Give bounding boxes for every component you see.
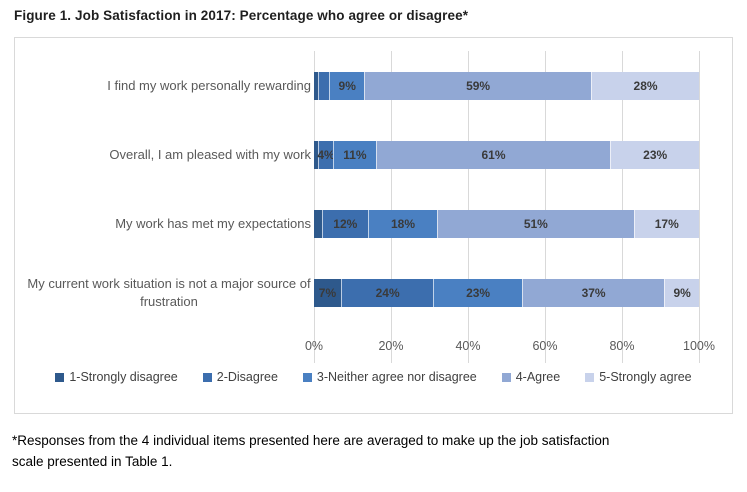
x-axis-tick-label: 60%	[532, 339, 558, 353]
bar-value-label: 61%	[481, 147, 506, 162]
bar-segment-4-agree: 59%	[364, 71, 592, 100]
chart-legend: 1-Strongly disagree 2-Disagree 3-Neither a…	[15, 367, 732, 387]
legend-item: 3-Neither agree nor disagree	[302, 370, 477, 384]
chart-area: 9% 59% 28% 4% 11% 61% 23% 12% 18% 51% 17% 7% 24% 23% 3…	[14, 37, 733, 414]
gridline	[314, 51, 315, 363]
plot-rows: 9% 59% 28% 4% 11% 61% 23% 12% 18% 51% 17% 7% 24% 23% 3…	[314, 51, 699, 327]
x-axis-tick-label: 0%	[304, 339, 324, 353]
legend-item: 2-Disagree	[202, 370, 278, 384]
chart-row: 7% 24% 23% 37% 9%	[314, 258, 699, 327]
bar-value-label: 17%	[654, 216, 679, 231]
legend-color-swatch	[55, 372, 65, 382]
category-label: I find my work personally rewarding	[107, 77, 311, 93]
bar-value-label: 24%	[375, 285, 400, 300]
value-axis: 0% 20% 40% 60% 80% 100%	[305, 339, 715, 355]
bar-segment-5-strongly-agree: 9%	[664, 278, 699, 307]
gridline	[545, 51, 546, 363]
bar-segment-1-strongly-disagree	[314, 140, 318, 169]
legend-label: 5-Strongly agree	[599, 370, 692, 384]
bar-segment-5-strongly-agree: 23%	[610, 140, 699, 169]
x-axis-tick-label: 40%	[455, 339, 481, 353]
category-label: My current work situation is not a major…	[27, 275, 311, 309]
bar-segment-1-strongly-disagree	[314, 209, 322, 238]
bar-segment-2-disagree: 4%	[317, 140, 335, 169]
bar-value-label: 37%	[581, 285, 606, 300]
category-axis: I find my work personally rewarding Overa…	[21, 51, 311, 327]
bar-track: 9% 59% 28%	[314, 71, 699, 100]
gridline	[622, 51, 623, 363]
category-label: Overall, I am pleased with my work	[109, 146, 311, 162]
x-axis-tick-label: 100%	[683, 339, 715, 353]
legend-color-swatch	[302, 372, 312, 382]
bar-track: 7% 24% 23% 37% 9%	[314, 278, 699, 307]
figure-title: Figure 1. Job Satisfaction in 2017: Perc…	[14, 8, 469, 23]
bar-segment-3-neither-agree-nor-disagree: 23%	[433, 278, 522, 307]
bar-segment-1-strongly-disagree: 7%	[314, 278, 341, 307]
legend-label: 4-Agree	[515, 370, 561, 384]
legend-item: 4-Agree	[501, 370, 561, 384]
bar-segment-4-agree: 51%	[437, 209, 634, 238]
footnote: *Responses from the 4 individual items p…	[12, 433, 610, 469]
bar-value-label: 9%	[673, 285, 691, 300]
bar-value-label: 51%	[523, 216, 548, 231]
chart-row: 12% 18% 51% 17%	[314, 189, 699, 258]
bar-value-label: 18%	[391, 216, 416, 231]
bar-segment-5-strongly-agree: 17%	[633, 209, 699, 238]
category-label-cell: I find my work personally rewarding	[21, 51, 311, 120]
legend-label: 3-Neither agree nor disagree	[316, 370, 477, 384]
category-label-cell: My current work situation is not a major…	[21, 258, 311, 327]
legend-color-swatch	[585, 372, 595, 382]
bar-segment-2-disagree	[317, 71, 330, 100]
legend-item: 1-Strongly disagree	[55, 370, 178, 384]
legend-color-swatch	[202, 372, 212, 382]
bar-value-label: 7%	[318, 285, 337, 300]
bar-segment-3-neither-agree-nor-disagree: 18%	[367, 209, 438, 238]
plot-area: 9% 59% 28% 4% 11% 61% 23% 12% 18% 51% 17% 7% 24% 23% 3…	[314, 51, 700, 363]
bar-value-label: 23%	[643, 147, 668, 162]
legend-label: 2-Disagree	[216, 370, 278, 384]
legend-item: 5-Strongly agree	[585, 370, 692, 384]
bar-segment-3-neither-agree-nor-disagree: 11%	[333, 140, 376, 169]
bar-value-label: 59%	[466, 78, 491, 93]
bar-segment-2-disagree: 24%	[340, 278, 434, 307]
category-label: My work has met my expectations	[115, 215, 311, 231]
x-axis-tick-label: 80%	[609, 339, 635, 353]
bar-track: 4% 11% 61% 23%	[314, 140, 699, 169]
bar-value-label: 23%	[466, 285, 491, 300]
chart-row: 4% 11% 61% 23%	[314, 120, 699, 189]
bar-value-label: 12%	[333, 216, 358, 231]
chart-row: 9% 59% 28%	[314, 51, 699, 120]
bar-track: 12% 18% 51% 17%	[314, 209, 699, 238]
bar-value-label: 4%	[317, 147, 335, 162]
category-label-cell: My work has met my expectations	[21, 189, 311, 258]
gridline	[699, 51, 700, 363]
bar-segment-4-agree: 37%	[521, 278, 665, 307]
bar-segment-4-agree: 61%	[375, 140, 611, 169]
legend-label: 1-Strongly disagree	[69, 370, 178, 384]
bar-value-label: 9%	[338, 78, 356, 93]
bar-segment-1-strongly-disagree	[314, 71, 318, 100]
category-label-cell: Overall, I am pleased with my work	[21, 120, 311, 189]
bar-value-label: 11%	[343, 147, 367, 162]
bar-value-label: 28%	[633, 78, 658, 93]
bar-segment-5-strongly-agree: 28%	[591, 71, 699, 100]
gridline	[391, 51, 392, 363]
gridline	[468, 51, 469, 363]
legend-color-swatch	[501, 372, 511, 382]
x-axis-tick-label: 20%	[378, 339, 404, 353]
bar-segment-3-neither-agree-nor-disagree: 9%	[329, 71, 365, 100]
bar-segment-2-disagree: 12%	[321, 209, 368, 238]
